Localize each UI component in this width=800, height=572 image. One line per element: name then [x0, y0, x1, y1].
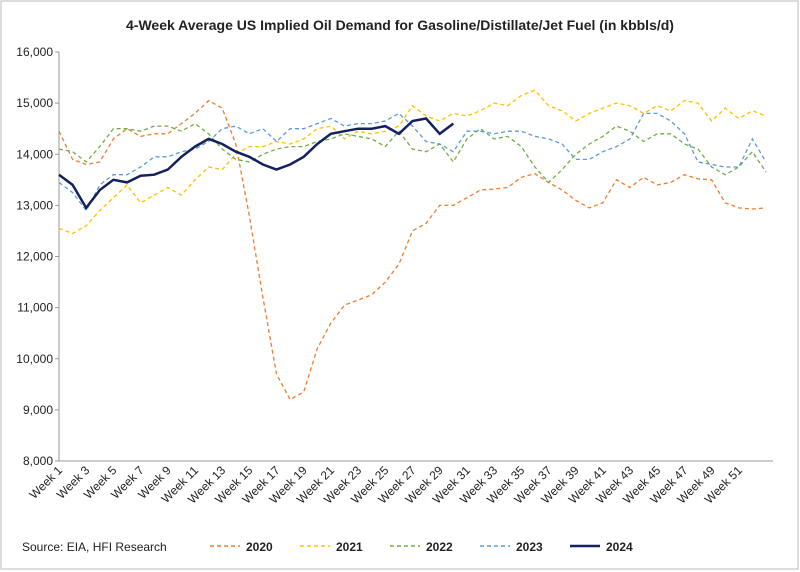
y-tick-label: 9,000	[23, 403, 53, 417]
series-line	[58, 99, 767, 401]
legend-label: 2020	[246, 540, 273, 554]
y-tick-label: 12,000	[16, 250, 53, 264]
y-tick-label: 8,000	[23, 454, 53, 468]
y-tick-label: 11,000	[17, 301, 53, 315]
y-tick-label: 16,000	[16, 45, 53, 59]
source-note: Source: EIA, HFI Research	[22, 540, 167, 554]
series-line	[58, 89, 767, 235]
series-line	[58, 112, 767, 212]
legend-label: 2023	[516, 540, 543, 554]
series-line	[58, 122, 767, 184]
chart-title: 4-Week Average US Implied Oil Demand for…	[126, 17, 674, 33]
legend-label: 2022	[426, 540, 453, 554]
series-line	[58, 117, 455, 211]
legend-label: 2024	[606, 540, 633, 554]
y-tick-label: 15,000	[16, 96, 53, 110]
y-tick-label: 10,000	[16, 352, 53, 366]
y-tick-label: 13,000	[16, 198, 53, 212]
legend-label: 2021	[336, 540, 363, 554]
y-tick-label: 14,000	[16, 147, 53, 161]
